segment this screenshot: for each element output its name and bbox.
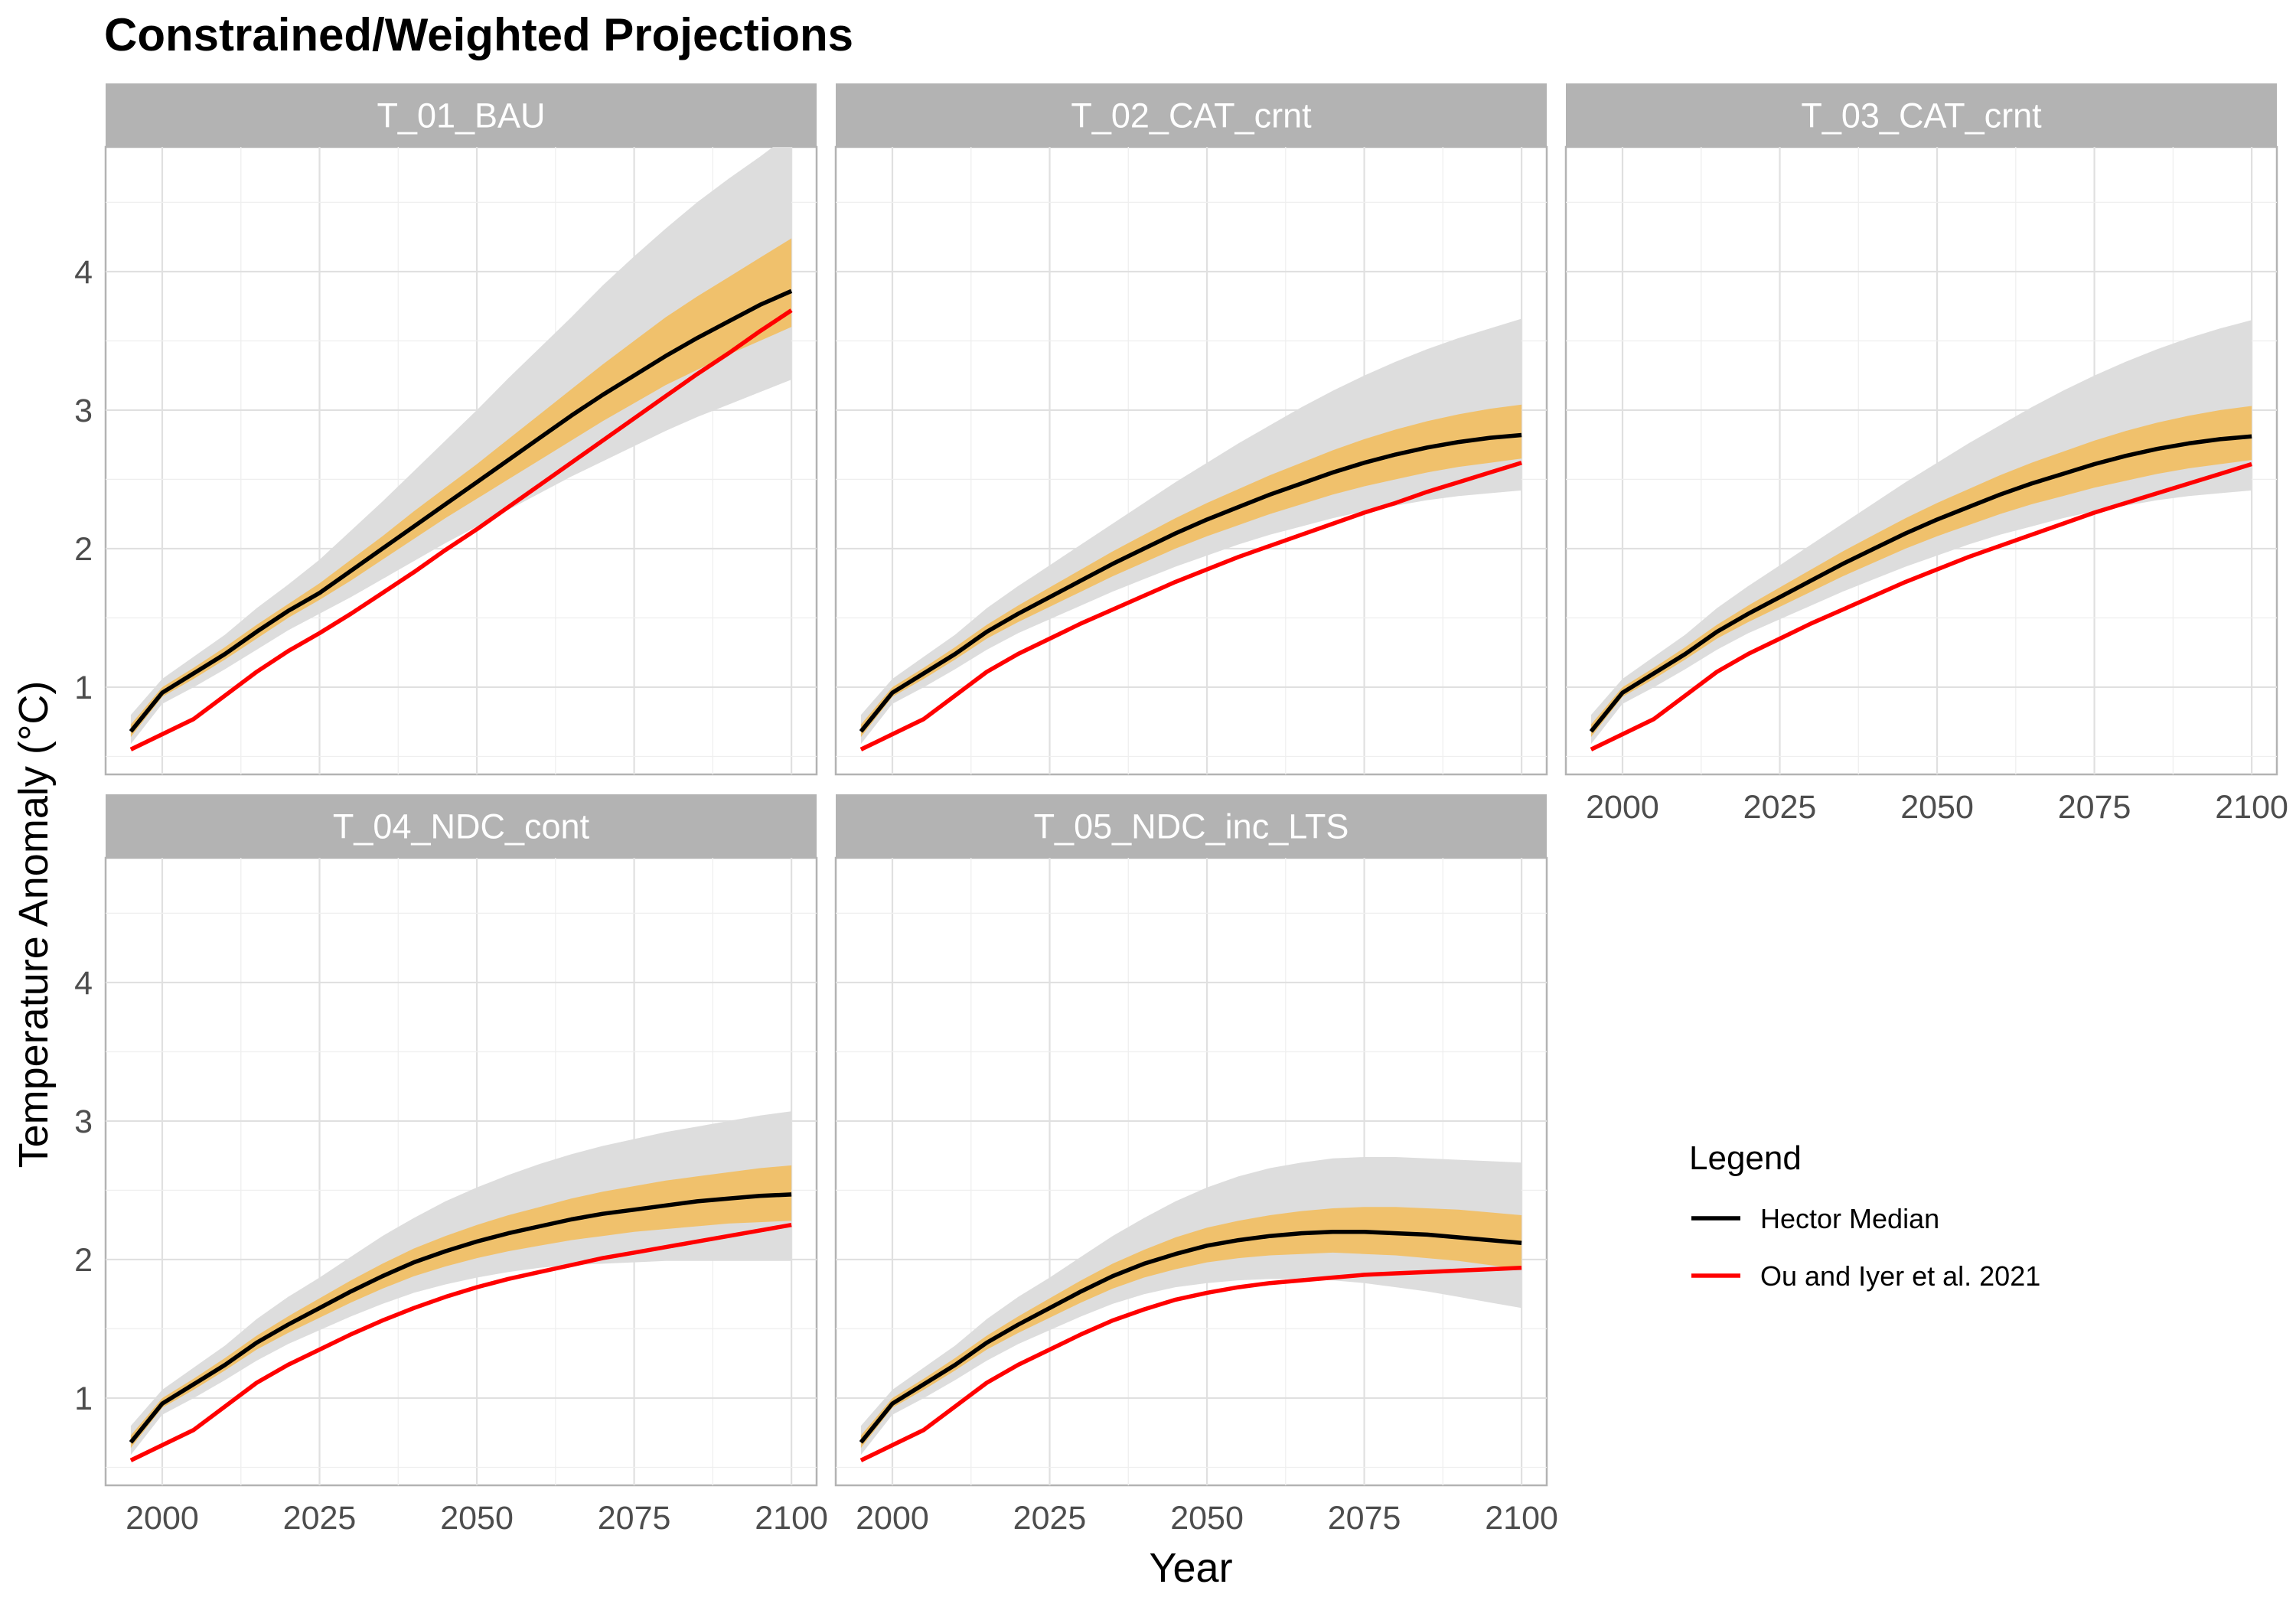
facet-strip-label: T_03_CAT_crnt [1801, 96, 2042, 135]
x-tick-label: 2050 [1170, 1500, 1244, 1537]
outer-uncertainty-band [130, 147, 792, 745]
facet-strip [106, 83, 817, 147]
facet-strip-label: T_05_NDC_inc_LTS [1034, 807, 1349, 846]
hector-median-line [859, 432, 1522, 733]
ou-iyer-line [129, 308, 793, 751]
panel-t-02-cat-crnt: T_02_CAT_crnt [834, 83, 1548, 776]
x-tick-label: 2025 [1013, 1500, 1087, 1537]
legend: Legend Hector Median Ou and Iyer et al. … [1689, 1139, 2040, 1292]
panel-t-04-ndc-cont: T_04_NDC_cont [104, 794, 818, 1487]
x-tick-label: 2025 [1743, 789, 1817, 826]
y-tick-label: 3 [74, 393, 93, 429]
facet-strip-label: T_01_BAU [377, 96, 545, 135]
facet-strip-label: T_02_CAT_crnt [1071, 96, 1312, 135]
hector-median-line [859, 1229, 1522, 1444]
legend-title: Legend [1689, 1139, 1802, 1177]
inner-uncertainty-band [860, 1207, 1522, 1449]
facet-strip [836, 83, 1547, 147]
x-tick-label: 2025 [283, 1500, 357, 1537]
panel-gridlines [1566, 147, 2277, 774]
inner-uncertainty-band [1590, 406, 2252, 738]
x-axis-title: Year [1149, 1545, 1232, 1591]
legend-label-ou-iyer: Ou and Iyer et al. 2021 [1760, 1260, 2040, 1292]
x-tick-label: 2075 [2058, 789, 2131, 826]
y-tick-label: 1 [74, 1380, 93, 1417]
y-tick-label: 4 [74, 254, 93, 291]
y-tick-label: 3 [74, 1103, 93, 1140]
ou-iyer-line [1590, 461, 2252, 751]
y-tick-label: 2 [74, 531, 93, 568]
x-tick-label: 2100 [1485, 1500, 1558, 1537]
inner-uncertainty-band [130, 238, 792, 738]
facet-strip-label: T_04_NDC_cont [333, 807, 590, 846]
ou-iyer-line [859, 461, 1522, 751]
x-tick-label: 2050 [440, 1500, 514, 1537]
x-axis-tick-labels: 2000 2025 2050 2075 2100 2000 2025 2050 2075 2100… [126, 789, 2288, 1537]
panel-group: T_01_BAU T_02_CAT_crnt T_03_CAT_crnt T_04_N… [104, 83, 2278, 1487]
chart-title: Constrained/Weighted Projections [104, 9, 853, 60]
hector-median-line [129, 288, 793, 733]
ou-iyer-line [129, 1222, 792, 1462]
legend-label-hector-median: Hector Median [1760, 1203, 1939, 1234]
y-tick-label: 1 [74, 670, 93, 706]
y-axis-tick-labels: 1 2 3 4 1 2 3 4 [74, 254, 93, 1417]
panel-t-05-ndc-inc-lts: T_05_NDC_inc_LTS [834, 794, 1548, 1487]
x-tick-label: 2050 [1900, 789, 1974, 826]
facet-strip [836, 794, 1547, 858]
hector-median-line [1589, 434, 2252, 733]
inner-uncertainty-band [130, 1165, 792, 1449]
panel-gridlines [836, 858, 1547, 1485]
panel-t-03-cat-crnt: T_03_CAT_crnt [1564, 83, 2278, 776]
x-tick-label: 2000 [856, 1500, 929, 1537]
panel-t-01-bau: T_01_BAU [104, 83, 818, 776]
inner-uncertainty-band [860, 404, 1522, 738]
x-tick-label: 2000 [126, 1500, 199, 1537]
x-tick-label: 2100 [755, 1500, 828, 1537]
x-tick-label: 2075 [1328, 1500, 1401, 1537]
hector-median-line [129, 1192, 792, 1444]
y-tick-label: 4 [74, 965, 93, 1002]
facet-strip [106, 794, 817, 858]
ou-iyer-line [859, 1266, 1522, 1462]
y-axis-title: Temperature Anomaly (°C) [11, 681, 57, 1169]
y-tick-label: 2 [74, 1242, 93, 1279]
x-tick-label: 2000 [1586, 789, 1659, 826]
x-tick-label: 2075 [598, 1500, 671, 1537]
facet-strip [1566, 83, 2277, 147]
x-tick-label: 2100 [2215, 789, 2288, 826]
